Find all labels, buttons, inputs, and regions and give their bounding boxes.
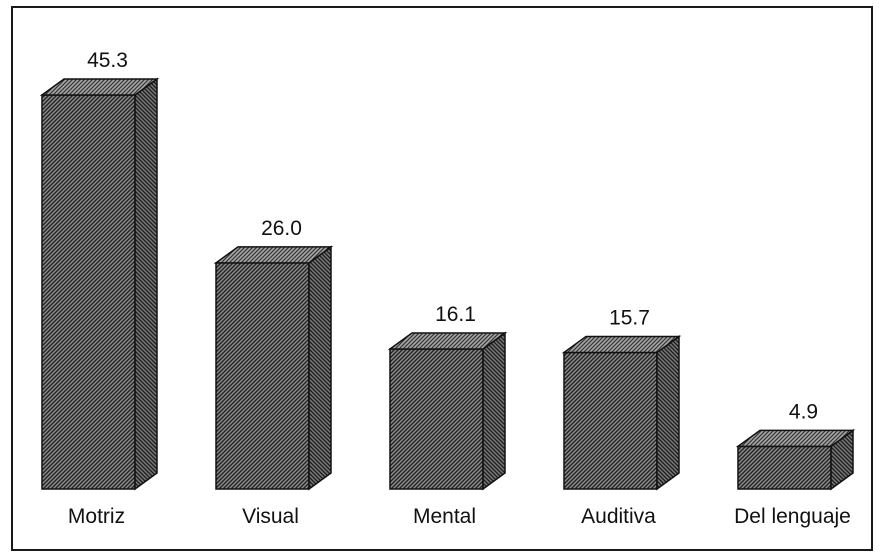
bar-top-mental <box>387 332 508 350</box>
bar-visual <box>215 262 310 490</box>
value-label: 16.1 <box>435 303 476 326</box>
bar-top-visual <box>213 246 334 264</box>
bar-mental <box>389 348 484 490</box>
bar-auditiva <box>563 351 658 490</box>
bar-side-auditiva <box>656 334 680 491</box>
bar-top-motriz <box>39 78 160 96</box>
bar-motriz <box>41 94 136 490</box>
value-label: 15.7 <box>609 306 650 329</box>
category-label: Visual <box>242 505 299 528</box>
bar-side-mental <box>482 331 506 491</box>
bar-top-del-lenguaje <box>735 429 856 448</box>
bar-side-visual <box>308 245 332 491</box>
category-label: Del lenguaje <box>734 505 851 528</box>
value-label: 45.3 <box>87 49 128 72</box>
category-label: Auditiva <box>581 505 656 528</box>
value-label: 26.0 <box>261 217 302 240</box>
category-label: Mental <box>413 505 476 528</box>
bar-top-auditiva <box>561 335 682 354</box>
bar-del-lenguaje <box>737 445 832 490</box>
category-label: Motriz <box>68 505 125 528</box>
bar-side-motriz <box>134 77 158 491</box>
value-label: 4.9 <box>789 400 818 423</box>
